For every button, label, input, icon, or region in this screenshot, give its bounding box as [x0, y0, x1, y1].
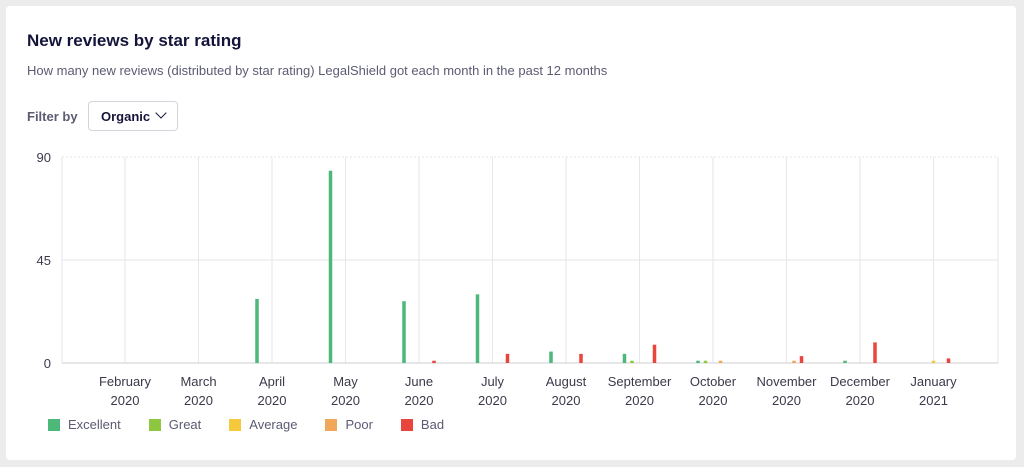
- legend-swatch: [148, 418, 161, 431]
- x-tick-label: May 2020: [331, 374, 360, 408]
- legend-swatch: [325, 418, 338, 431]
- reviews-card: New reviews by star rating How many new …: [6, 6, 1016, 460]
- legend-item-bad[interactable]: Bad: [400, 417, 445, 432]
- legend-swatch: [400, 418, 413, 431]
- legend-item-great[interactable]: Great: [148, 417, 202, 432]
- bar-great: [703, 360, 708, 363]
- filter-label: Filter by: [27, 109, 78, 124]
- bar-excellent: [696, 360, 700, 363]
- x-tick-label: August 2020: [546, 374, 587, 408]
- bar-bad: [505, 353, 510, 363]
- legend-label: Bad: [420, 417, 445, 432]
- bar-excellent: [328, 170, 333, 363]
- bar-bad: [799, 356, 804, 363]
- x-tick-label: April 2020: [258, 374, 287, 408]
- bar-bad: [652, 344, 657, 363]
- bar-bad: [946, 358, 951, 363]
- x-tick-label: February 2020: [99, 374, 152, 408]
- y-tick-label: 0: [44, 356, 51, 371]
- legend-label: Average: [249, 417, 298, 432]
- bar-average: [931, 360, 936, 363]
- x-tick-label: December 2020: [830, 374, 891, 408]
- bar-bad: [579, 353, 583, 363]
- bar-excellent: [475, 294, 480, 363]
- bar-poor: [718, 360, 723, 363]
- x-tick-label: March 2020: [180, 374, 216, 408]
- bar-great: [630, 360, 634, 363]
- legend-item-average[interactable]: Average: [229, 417, 297, 432]
- x-tick-label: January 2021: [910, 374, 957, 408]
- filter-dropdown[interactable]: Organic: [88, 101, 178, 131]
- legend-item-poor[interactable]: Poor: [325, 417, 373, 432]
- bar-poor: [792, 360, 796, 363]
- y-tick-label: 45: [37, 253, 51, 268]
- card-subtitle: How many new reviews (distributed by sta…: [27, 63, 608, 78]
- card-title: New reviews by star rating: [27, 31, 242, 50]
- bar-excellent: [622, 353, 627, 363]
- filter-selected-value: Organic: [101, 109, 151, 124]
- x-tick-label: October 2020: [690, 374, 737, 408]
- legend-swatch: [229, 418, 242, 431]
- bar-bad: [873, 342, 877, 363]
- legend-label: Great: [168, 417, 202, 432]
- bar-bad: [432, 360, 436, 363]
- x-tick-label: June 2020: [405, 374, 434, 408]
- bar-excellent: [843, 360, 847, 363]
- legend-label: Excellent: [68, 417, 121, 432]
- y-tick-label: 90: [37, 150, 51, 165]
- legend-label: Poor: [345, 417, 373, 432]
- bar-excellent: [549, 351, 553, 363]
- x-tick-label: November 2020: [757, 374, 818, 408]
- legend-swatch: [48, 418, 60, 431]
- chart-legend: Excellent Great Average Poor Bad: [48, 417, 472, 432]
- x-tick-label: September 2020: [608, 374, 672, 408]
- bar-excellent: [255, 298, 259, 363]
- legend-item-excellent[interactable]: Excellent: [48, 417, 121, 432]
- bar-excellent: [402, 301, 406, 363]
- x-tick-label: July 2020: [478, 374, 507, 408]
